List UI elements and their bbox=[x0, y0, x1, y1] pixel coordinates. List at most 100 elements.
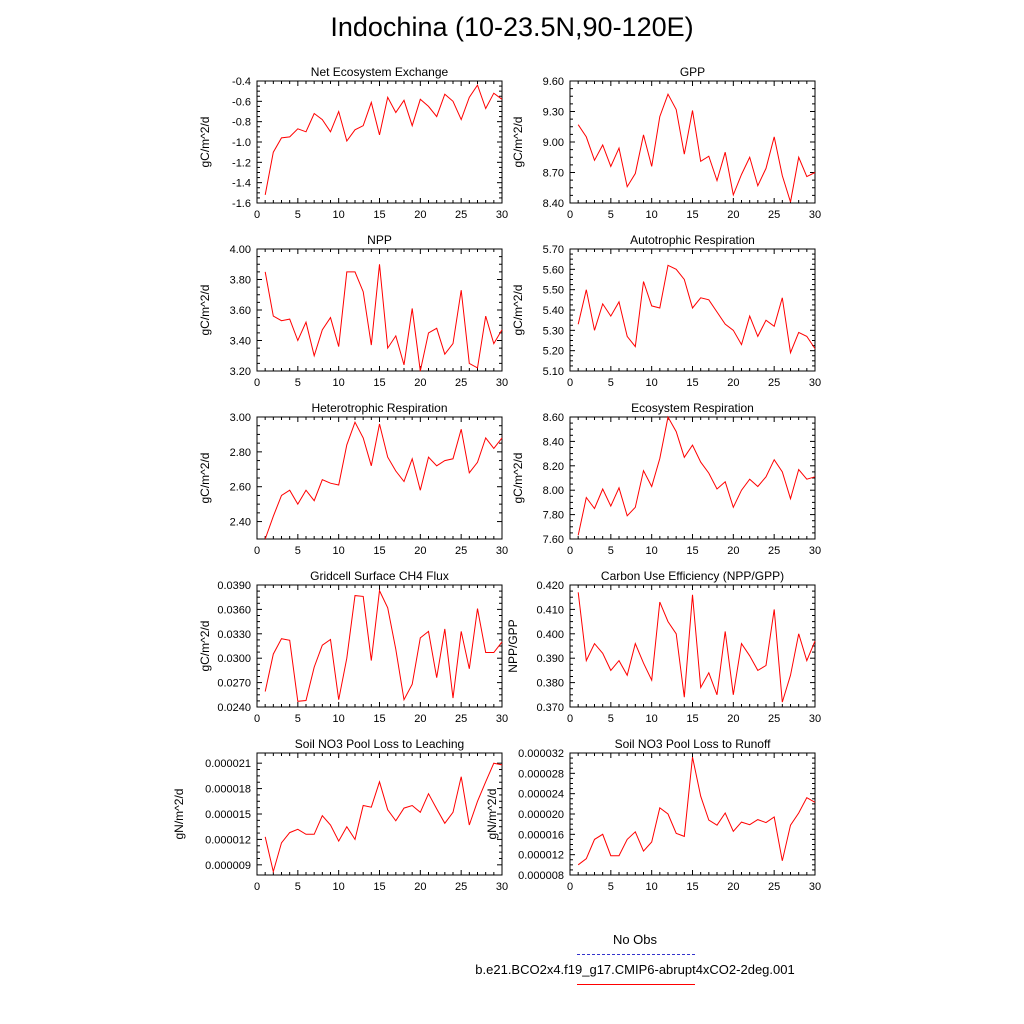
data-point bbox=[354, 271, 355, 272]
data-point bbox=[493, 448, 494, 449]
y-tick-label: 0.000015 bbox=[205, 809, 251, 821]
y-tick-label: 8.60 bbox=[543, 412, 564, 424]
data-point bbox=[354, 595, 355, 596]
data-point bbox=[651, 680, 652, 681]
data-point bbox=[602, 144, 603, 145]
data-point bbox=[444, 628, 445, 629]
data-point bbox=[684, 279, 685, 280]
panel-9: Soil NO3 Pool Loss to Runoff 0 5 10 15 20 25 30… bbox=[485, 737, 821, 893]
data-point bbox=[281, 842, 282, 843]
data-point bbox=[610, 855, 611, 856]
y-tick-label: 0.000021 bbox=[205, 758, 251, 770]
data-point bbox=[733, 330, 734, 331]
data-point bbox=[485, 652, 486, 653]
data-point bbox=[403, 100, 404, 101]
data-point bbox=[485, 781, 486, 782]
panel-7: Carbon Use Efficiency (NPP/GPP) 0 5 10 15 20 2… bbox=[506, 569, 821, 725]
data-point bbox=[643, 663, 644, 664]
data-point bbox=[281, 137, 282, 138]
x-tick-label: 20 bbox=[727, 545, 739, 557]
data-point bbox=[338, 699, 339, 700]
data-point bbox=[749, 479, 750, 480]
data-point bbox=[586, 660, 587, 661]
data-point bbox=[273, 516, 274, 517]
data-point bbox=[428, 457, 429, 458]
y-tick-label: 7.60 bbox=[543, 534, 564, 546]
panel-6: Gridcell Surface CH4 Flux 0 5 10 15 20 25 30 0.0… bbox=[198, 569, 508, 725]
data-point bbox=[338, 841, 339, 842]
data-point bbox=[461, 429, 462, 430]
data-point bbox=[297, 701, 298, 702]
data-point bbox=[667, 265, 668, 266]
x-tick-label: 10 bbox=[646, 713, 658, 725]
data-point bbox=[346, 826, 347, 827]
data-point bbox=[305, 322, 306, 323]
data-point bbox=[436, 677, 437, 678]
data-line bbox=[577, 756, 816, 866]
data-point bbox=[733, 694, 734, 695]
data-point bbox=[757, 486, 758, 487]
data-point bbox=[265, 194, 266, 195]
y-axis-label: gC/m^2/d bbox=[511, 285, 525, 336]
x-tick-label: 20 bbox=[414, 377, 426, 389]
data-point bbox=[379, 423, 380, 424]
data-point bbox=[281, 320, 282, 321]
data-point bbox=[346, 658, 347, 659]
data-point bbox=[700, 687, 701, 688]
x-tick-label: 30 bbox=[809, 881, 821, 893]
x-tick-label: 25 bbox=[768, 209, 780, 221]
data-point bbox=[708, 299, 709, 300]
data-point bbox=[305, 834, 306, 835]
data-point bbox=[814, 641, 815, 642]
x-tick-label: 25 bbox=[768, 713, 780, 725]
data-line bbox=[264, 264, 503, 372]
data-point bbox=[627, 675, 628, 676]
data-point bbox=[806, 797, 807, 798]
data-point bbox=[428, 332, 429, 333]
x-tick-label: 10 bbox=[646, 209, 658, 221]
data-point bbox=[627, 515, 628, 516]
x-tick-label: 10 bbox=[333, 209, 345, 221]
data-point bbox=[708, 672, 709, 673]
plot-frame bbox=[256, 80, 503, 204]
data-point bbox=[444, 460, 445, 461]
x-tick-label: 30 bbox=[496, 713, 508, 725]
data-point bbox=[330, 824, 331, 825]
x-tick-label: 30 bbox=[809, 545, 821, 557]
y-tick-label: 0.000012 bbox=[518, 850, 564, 862]
data-point bbox=[725, 324, 726, 325]
data-point bbox=[477, 367, 478, 368]
data-point bbox=[716, 694, 717, 695]
data-point bbox=[790, 675, 791, 676]
data-point bbox=[273, 654, 274, 655]
y-tick-label: 5.60 bbox=[543, 264, 564, 276]
data-line bbox=[264, 762, 503, 874]
data-point bbox=[618, 301, 619, 302]
y-axis-label: gC/m^2/d bbox=[511, 117, 525, 168]
y-tick-label: 2.80 bbox=[230, 447, 251, 459]
data-point bbox=[379, 134, 380, 135]
panel-8: Soil NO3 Pool Loss to Leaching 0 5 10 15 20 25… bbox=[172, 737, 508, 893]
data-point bbox=[477, 608, 478, 609]
data-point bbox=[403, 364, 404, 365]
y-tick-label: 0.000020 bbox=[518, 809, 564, 821]
data-point bbox=[444, 94, 445, 95]
data-point bbox=[363, 596, 364, 597]
data-point bbox=[594, 508, 595, 509]
x-tick-label: 30 bbox=[496, 881, 508, 893]
data-point bbox=[485, 316, 486, 317]
plot-frame bbox=[256, 584, 503, 708]
data-point bbox=[420, 99, 421, 100]
data-point bbox=[643, 470, 644, 471]
data-point bbox=[477, 462, 478, 463]
data-point bbox=[806, 660, 807, 661]
data-point bbox=[741, 174, 742, 175]
data-point bbox=[395, 112, 396, 113]
x-tick-label: 0 bbox=[254, 881, 260, 893]
x-tick-label: 30 bbox=[809, 377, 821, 389]
y-axis-label: gC/m^2/d bbox=[198, 621, 212, 672]
data-point bbox=[594, 330, 595, 331]
data-point bbox=[265, 836, 266, 837]
data-point bbox=[814, 172, 815, 173]
